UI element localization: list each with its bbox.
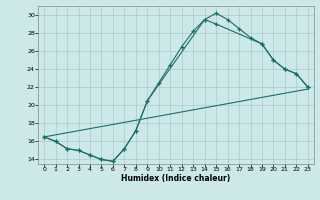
X-axis label: Humidex (Indice chaleur): Humidex (Indice chaleur) xyxy=(121,174,231,183)
